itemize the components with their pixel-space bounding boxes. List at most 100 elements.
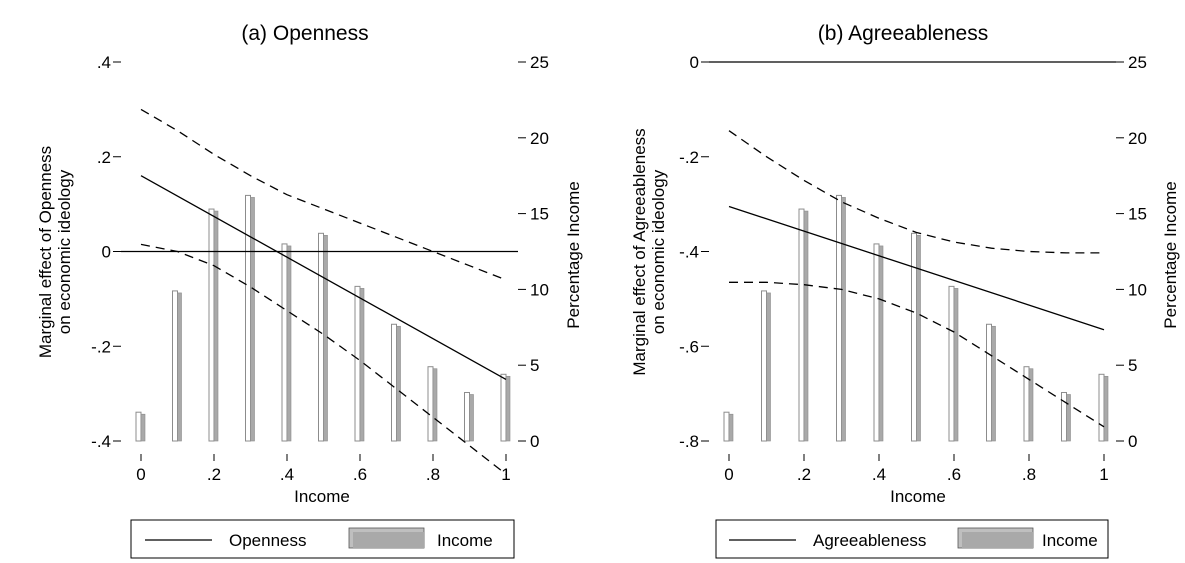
y-right-tick-label: 15 bbox=[1128, 205, 1147, 224]
income-bar-shade bbox=[803, 210, 809, 442]
income-bar-shade bbox=[728, 413, 734, 442]
y-left-tick-label: -.2 bbox=[91, 337, 111, 356]
income-bar bbox=[723, 411, 730, 442]
y-right-tick-label: 10 bbox=[1128, 280, 1147, 299]
x-tick-label: 1 bbox=[501, 465, 510, 484]
x-tick-label: .8 bbox=[1022, 465, 1036, 484]
x-axis-label: Income bbox=[294, 487, 350, 506]
income-bar bbox=[500, 373, 507, 442]
y-axis-right-label: Percentage Income bbox=[564, 181, 583, 328]
legend-label-effect: Agreeableness bbox=[813, 531, 926, 550]
income-bar-shade bbox=[841, 197, 846, 442]
income-bar bbox=[798, 208, 805, 442]
panel-openness: (a) Openness .4 .2 0 -.2 -.4 25 20 15 10 5 0 0 .2 .4.… bbox=[36, 22, 583, 559]
income-bar-shade bbox=[213, 210, 219, 442]
y-axis-label-line1: Marginal effect of Agreeableness bbox=[630, 128, 649, 375]
legend: Openness Income bbox=[130, 519, 515, 559]
panel-title: (a) Openness bbox=[241, 22, 368, 45]
y-left-tick-label: .2 bbox=[97, 148, 111, 167]
x-tick-label: 0 bbox=[136, 465, 145, 484]
income-bar bbox=[391, 323, 397, 442]
income-bar bbox=[761, 290, 767, 442]
x-tick-label: .6 bbox=[353, 465, 367, 484]
income-bar bbox=[208, 208, 215, 442]
marginal-effect-line bbox=[728, 205, 1105, 331]
x-tick-label: .8 bbox=[426, 465, 440, 484]
marginal-effect-line bbox=[140, 175, 507, 380]
x-tick-label: .6 bbox=[947, 465, 961, 484]
income-bar bbox=[948, 285, 955, 442]
legend-label-effect: Openness bbox=[229, 531, 307, 550]
x-tick-label: .2 bbox=[207, 465, 221, 484]
panel-agreeableness: (b) Agreeableness 0-.2-.4-.6-.8252015105… bbox=[630, 22, 1180, 559]
income-bar-shade bbox=[177, 292, 182, 442]
income-bar-shade bbox=[1028, 368, 1034, 442]
panel-title: (b) Agreeableness bbox=[818, 22, 988, 45]
ci-upper-line bbox=[140, 108, 507, 281]
x-tick-label: 1 bbox=[1099, 465, 1108, 484]
plot-area: 0 -.2 -.4 -.6 -.8 25 20 15 10 5 0 0 .2 .4 .6 .8 1 bbox=[679, 53, 1147, 484]
income-bar-shade bbox=[953, 288, 959, 442]
y-left-tick-label: .4 bbox=[97, 53, 111, 72]
y-right-tick-label: 20 bbox=[530, 129, 549, 148]
income-bar-shade bbox=[323, 235, 328, 442]
legend-label-income: Income bbox=[1042, 531, 1098, 550]
y-right-tick-label: 20 bbox=[1128, 129, 1147, 148]
y-left-tick-label: -.4 bbox=[679, 243, 699, 262]
ci-lower-line bbox=[729, 281, 1105, 428]
y-right-tick-label: 25 bbox=[530, 53, 549, 72]
income-bar-shade bbox=[250, 197, 255, 442]
legend: Agreeableness Income bbox=[715, 519, 1109, 559]
income-bar bbox=[172, 290, 178, 442]
income-bar-shade bbox=[469, 394, 474, 442]
income-bar bbox=[281, 243, 288, 442]
legend-label-income: Income bbox=[437, 531, 493, 550]
y-right-tick-label: 0 bbox=[1128, 432, 1137, 451]
plot-area: .4 .2 0 -.2 -.4 25 20 15 10 5 0 0 .2 .4 .6 .8 1 bbox=[91, 53, 549, 484]
y-right-tick-label: 5 bbox=[530, 356, 539, 375]
income-bar-shade bbox=[505, 375, 511, 442]
income-bar bbox=[836, 194, 842, 442]
x-axis-label: Income bbox=[890, 487, 946, 506]
ci-upper-line bbox=[728, 130, 1104, 254]
y-axis-label-line2: on economic ideology bbox=[649, 169, 668, 334]
income-bar bbox=[464, 391, 470, 442]
income-bar-shade bbox=[396, 325, 401, 442]
y-right-tick-label: 25 bbox=[1128, 53, 1147, 72]
income-bar-shade bbox=[1103, 375, 1109, 442]
income-bar-shade bbox=[766, 292, 771, 442]
y-right-tick-label: 10 bbox=[530, 280, 549, 299]
income-bar bbox=[245, 194, 251, 442]
income-bar-shade bbox=[432, 368, 438, 442]
income-bar-shade bbox=[916, 235, 921, 442]
y-left-tick-label: -.4 bbox=[91, 432, 111, 451]
x-tick-label: .4 bbox=[872, 465, 886, 484]
y-left-tick-label: -.8 bbox=[679, 432, 699, 451]
y-left-tick-label: -.6 bbox=[679, 337, 699, 356]
x-tick-label: 0 bbox=[724, 465, 733, 484]
y-left-tick-label: -.2 bbox=[679, 148, 699, 167]
y-left-tick-label: 0 bbox=[690, 53, 699, 72]
income-bar-shade bbox=[286, 245, 292, 442]
ci-lower-line bbox=[140, 243, 507, 475]
y-left-tick-label: 0 bbox=[102, 243, 111, 262]
x-tick-label: .2 bbox=[797, 465, 811, 484]
income-bar bbox=[318, 232, 324, 442]
y-right-tick-label: 0 bbox=[530, 432, 539, 451]
income-bar bbox=[873, 243, 880, 442]
income-bar-shade bbox=[991, 325, 996, 442]
y-right-tick-label: 5 bbox=[1128, 356, 1137, 375]
income-bar bbox=[1098, 373, 1105, 442]
y-axis-right-label: Percentage Income bbox=[1161, 181, 1180, 328]
income-bar bbox=[427, 366, 434, 442]
y-axis-label-line2: on economic ideology bbox=[55, 169, 74, 334]
income-bar bbox=[986, 323, 992, 442]
income-bar bbox=[135, 411, 142, 442]
y-right-tick-label: 15 bbox=[530, 205, 549, 224]
income-bar-shade bbox=[359, 288, 365, 442]
x-tick-label: .4 bbox=[280, 465, 294, 484]
income-bar bbox=[911, 232, 917, 442]
income-bar-shade bbox=[878, 245, 884, 442]
income-bar bbox=[354, 285, 361, 442]
